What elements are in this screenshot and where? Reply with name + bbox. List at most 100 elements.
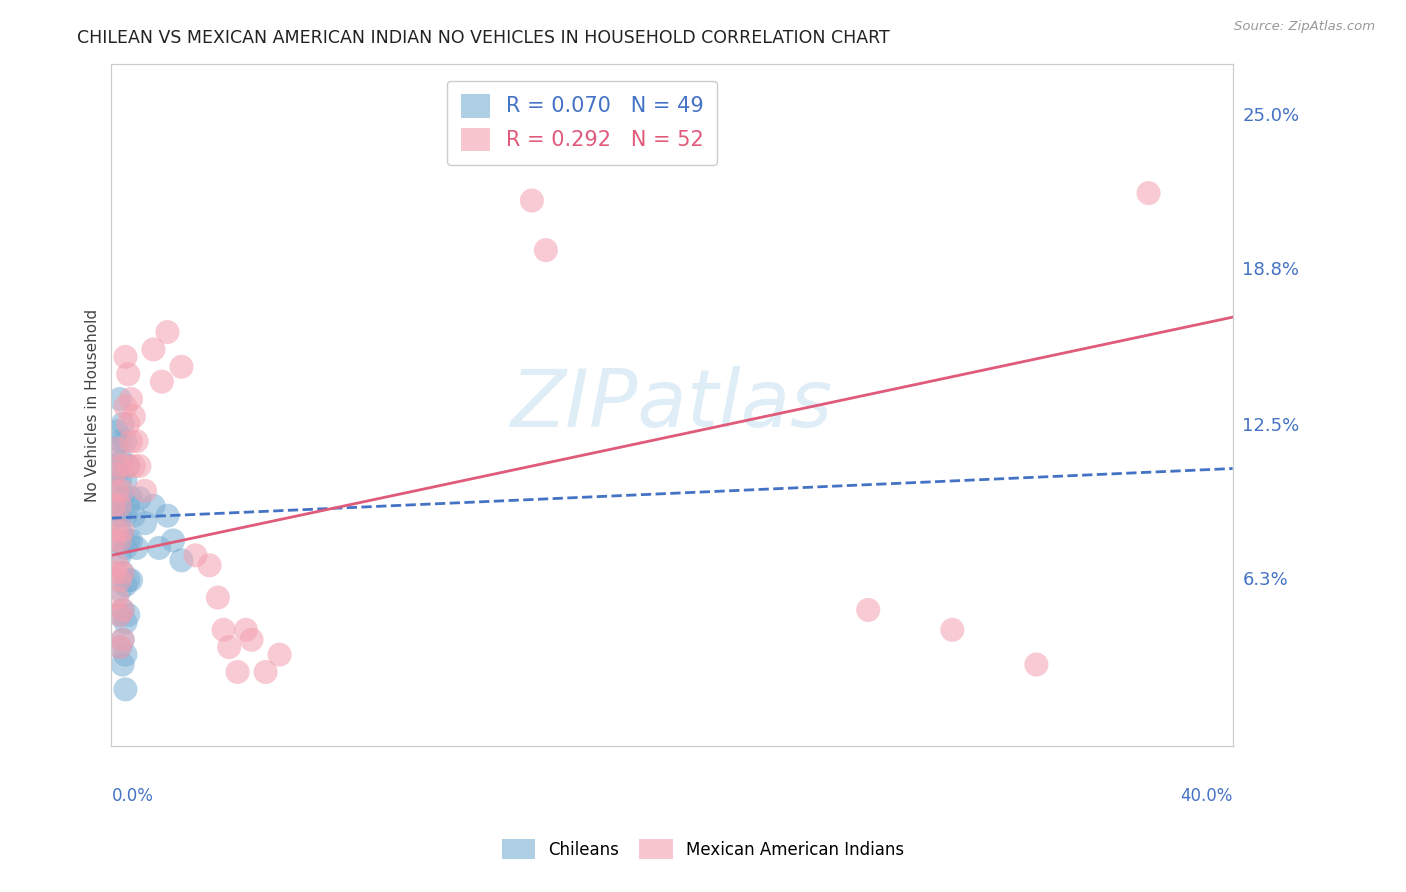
- Point: [105, 425, 128, 439]
- Point: [103, 533, 125, 548]
- Point: [1025, 657, 1047, 672]
- Point: [105, 533, 128, 548]
- Point: [114, 541, 136, 555]
- Point: [108, 640, 131, 655]
- Point: [108, 573, 131, 587]
- Point: [142, 499, 165, 513]
- Point: [111, 566, 134, 580]
- Point: [120, 533, 142, 548]
- Point: [114, 648, 136, 662]
- Point: [108, 508, 131, 523]
- Point: [105, 499, 128, 513]
- Point: [170, 553, 193, 567]
- Point: [114, 615, 136, 630]
- Point: [134, 516, 156, 530]
- Point: [111, 657, 134, 672]
- Point: [184, 549, 207, 563]
- Point: [111, 528, 134, 542]
- Point: [108, 549, 131, 563]
- Text: CHILEAN VS MEXICAN AMERICAN INDIAN NO VEHICLES IN HOUSEHOLD CORRELATION CHART: CHILEAN VS MEXICAN AMERICAN INDIAN NO VE…: [77, 29, 890, 46]
- Point: [108, 533, 131, 548]
- Point: [103, 458, 125, 473]
- Point: [117, 499, 139, 513]
- Point: [240, 632, 263, 647]
- Point: [150, 375, 173, 389]
- Point: [108, 434, 131, 449]
- Point: [105, 524, 128, 538]
- Point: [120, 434, 142, 449]
- Point: [111, 483, 134, 498]
- Point: [111, 566, 134, 580]
- Point: [108, 640, 131, 655]
- Point: [108, 392, 131, 406]
- Point: [108, 607, 131, 622]
- Point: [218, 640, 240, 655]
- Point: [105, 591, 128, 605]
- Point: [156, 325, 179, 339]
- Point: [108, 583, 131, 598]
- Point: [162, 533, 184, 548]
- Point: [108, 499, 131, 513]
- Point: [170, 359, 193, 374]
- Point: [156, 508, 179, 523]
- Point: [128, 458, 150, 473]
- Point: [226, 665, 249, 679]
- Point: [114, 434, 136, 449]
- Point: [108, 474, 131, 488]
- Point: [117, 417, 139, 431]
- Text: 0.0%: 0.0%: [111, 788, 153, 805]
- Point: [122, 409, 145, 424]
- Point: [103, 508, 125, 523]
- Point: [120, 491, 142, 506]
- Text: ZIPatlas: ZIPatlas: [510, 367, 834, 444]
- Point: [120, 392, 142, 406]
- Point: [114, 400, 136, 414]
- Point: [254, 665, 277, 679]
- Point: [858, 603, 880, 617]
- Legend: Chileans, Mexican American Indians: Chileans, Mexican American Indians: [494, 830, 912, 868]
- Point: [105, 467, 128, 481]
- Y-axis label: No Vehicles in Household: No Vehicles in Household: [86, 309, 100, 502]
- Point: [105, 483, 128, 498]
- Text: Source: ZipAtlas.com: Source: ZipAtlas.com: [1234, 20, 1375, 33]
- Point: [117, 533, 139, 548]
- Point: [117, 607, 139, 622]
- Point: [134, 483, 156, 498]
- Point: [212, 623, 235, 637]
- Point: [534, 243, 557, 257]
- Point: [111, 632, 134, 647]
- Legend: R = 0.070   N = 49, R = 0.292   N = 52: R = 0.070 N = 49, R = 0.292 N = 52: [447, 80, 717, 165]
- Point: [941, 623, 963, 637]
- Point: [148, 541, 170, 555]
- Point: [111, 603, 134, 617]
- Point: [103, 442, 125, 456]
- Point: [105, 442, 128, 456]
- Point: [103, 467, 125, 481]
- Point: [117, 458, 139, 473]
- Point: [103, 491, 125, 506]
- Point: [117, 573, 139, 587]
- Text: 40.0%: 40.0%: [1180, 788, 1233, 805]
- Point: [111, 454, 134, 468]
- Point: [142, 343, 165, 357]
- Point: [103, 566, 125, 580]
- Point: [122, 508, 145, 523]
- Point: [235, 623, 257, 637]
- Point: [108, 458, 131, 473]
- Point: [128, 491, 150, 506]
- Point: [111, 491, 134, 506]
- Point: [120, 573, 142, 587]
- Point: [114, 578, 136, 592]
- Point: [111, 417, 134, 431]
- Point: [1137, 186, 1160, 200]
- Point: [520, 194, 543, 208]
- Point: [114, 682, 136, 697]
- Point: [111, 632, 134, 647]
- Point: [122, 458, 145, 473]
- Point: [111, 524, 134, 538]
- Point: [125, 434, 148, 449]
- Point: [103, 499, 125, 513]
- Point: [108, 607, 131, 622]
- Point: [269, 648, 291, 662]
- Point: [117, 458, 139, 473]
